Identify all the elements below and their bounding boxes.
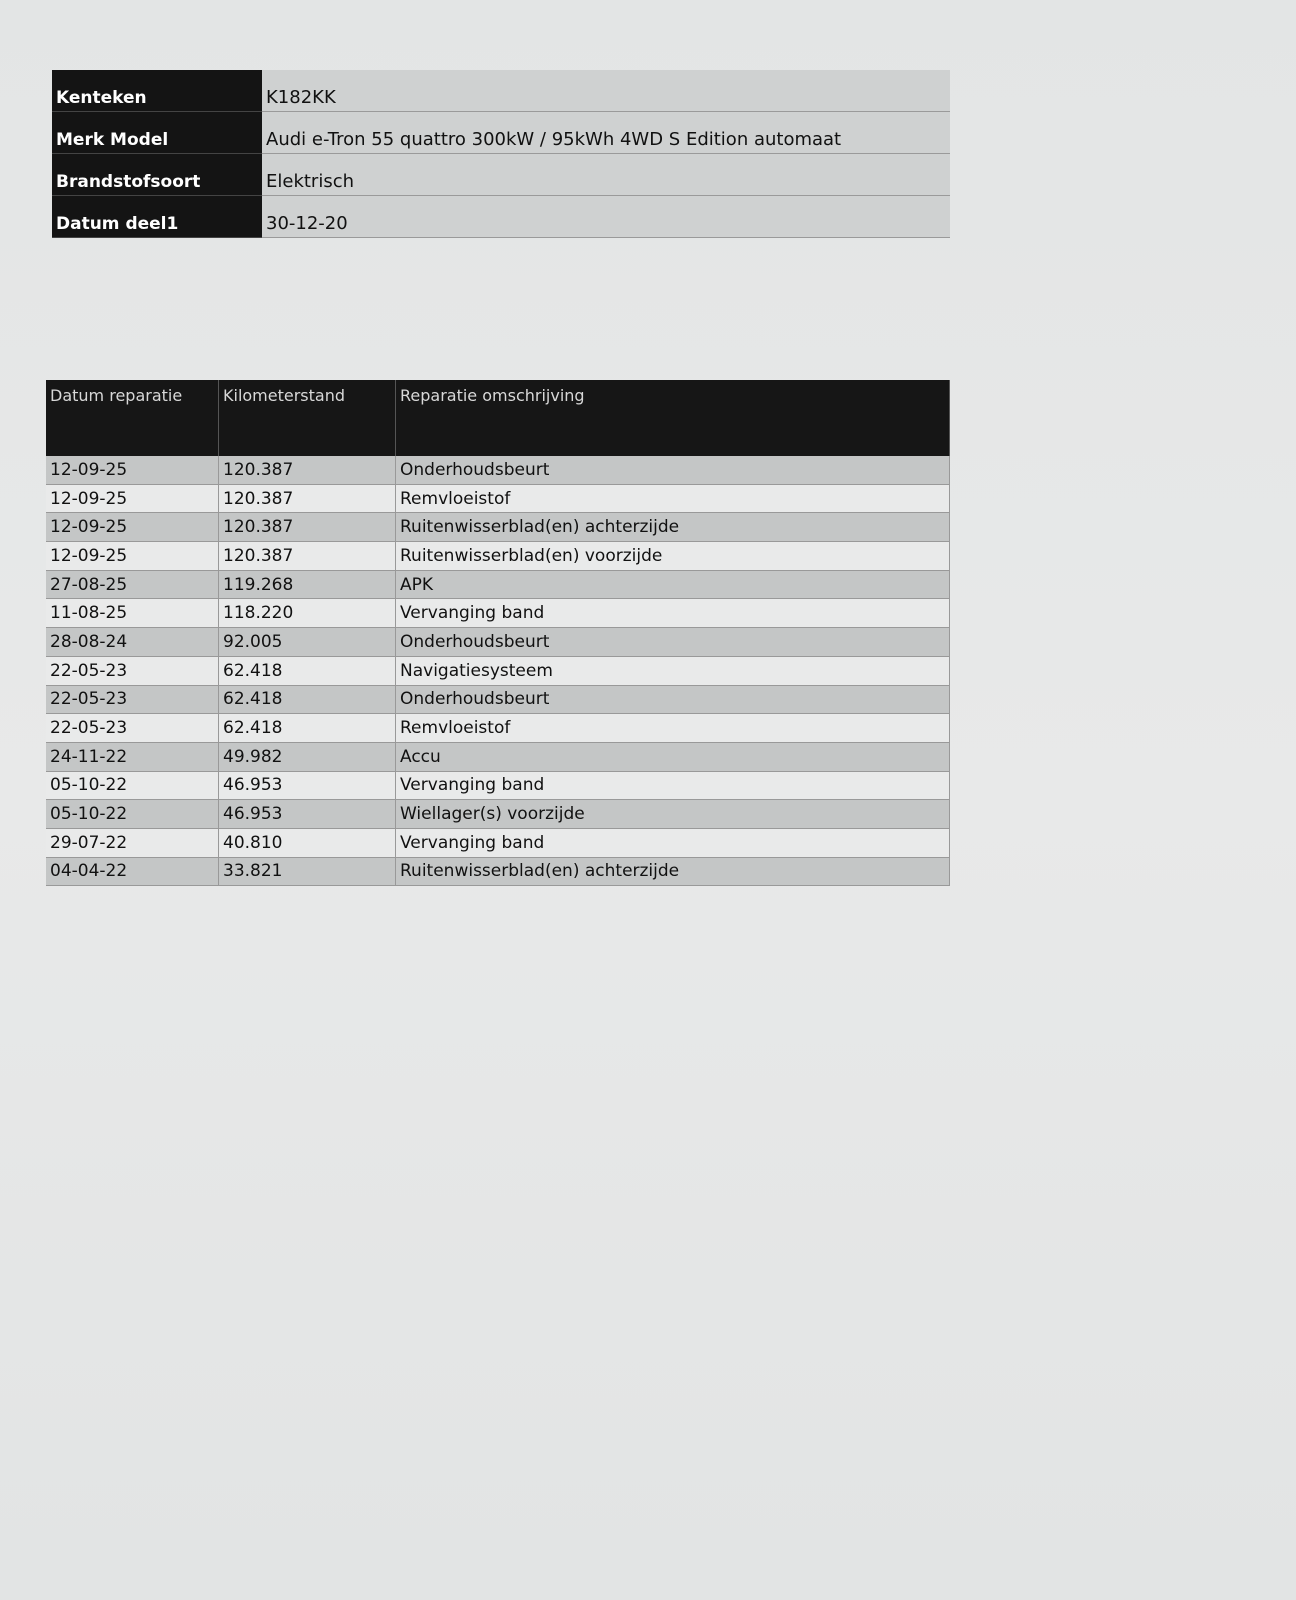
vehicle-info-table: Kenteken K182KK Merk Model Audi e-Tron 55 q… — [52, 70, 950, 238]
table-row: 28-08-24 92.005 Onderhoudsbeurt — [46, 627, 950, 657]
info-label: Kenteken — [52, 70, 262, 112]
repair-date: 12-09-25 — [46, 456, 219, 485]
table-row: 11-08-25 118.220 Vervanging band — [46, 598, 950, 629]
repair-mileage: 46.953 — [218, 799, 396, 829]
table-row: 29-07-22 40.810 Vervanging band — [46, 828, 950, 858]
table-row: 22-05-23 62.418 Onderhoudsbeurt — [46, 685, 950, 715]
repair-mileage: 62.418 — [218, 685, 396, 715]
info-value: Audi e-Tron 55 quattro 300kW / 95kWh 4WD… — [262, 111, 950, 154]
info-value: 30-12-20 — [262, 195, 950, 238]
repair-mileage: 119.268 — [218, 570, 396, 600]
table-row: 05-10-22 46.953 Vervanging band — [46, 771, 950, 801]
repair-mileage: 33.821 — [218, 857, 396, 887]
repair-history-table: Datum reparatie Kilometerstand Reparatie… — [46, 380, 950, 887]
table-row: 12-09-25 120.387 Ruitenwisserblad(en) acht… — [46, 512, 950, 543]
table-row: 05-10-22 46.953 Wiellager(s) voorzijde — [46, 799, 950, 829]
table-row: 12-09-25 120.387 Ruitenwisserblad(en) voor… — [46, 541, 950, 571]
repair-date: 22-05-23 — [46, 656, 219, 686]
repair-description: APK — [395, 570, 950, 600]
repair-date: 24-11-22 — [46, 742, 219, 772]
repair-description: Ruitenwisserblad(en) achterzijde — [395, 512, 950, 543]
header-description: Reparatie omschrijving — [395, 380, 950, 456]
repair-mileage: 120.387 — [218, 512, 396, 543]
repair-description: Accu — [395, 742, 950, 772]
repair-mileage: 62.418 — [218, 656, 396, 686]
repair-description: Onderhoudsbeurt — [395, 456, 950, 485]
table-row: 04-04-22 33.821 Ruitenwisserblad(en) achte… — [46, 857, 950, 887]
repair-date: 27-08-25 — [46, 570, 219, 600]
repair-description: Navigatiesysteem — [395, 656, 950, 686]
repair-mileage: 92.005 — [218, 627, 396, 657]
repair-description: Vervanging band — [395, 771, 950, 801]
info-label: Merk Model — [52, 111, 262, 154]
repair-date: 12-09-25 — [46, 512, 219, 543]
table-row: 24-11-22 49.982 Accu — [46, 742, 950, 772]
repair-description: Onderhoudsbeurt — [395, 627, 950, 657]
repair-date: 28-08-24 — [46, 627, 219, 657]
repair-mileage: 46.953 — [218, 771, 396, 801]
table-row: 22-05-23 62.418 Navigatiesysteem — [46, 656, 950, 686]
table-row: 12-09-25 120.387 Onderhoudsbeurt — [46, 456, 950, 485]
info-value: K182KK — [262, 70, 950, 112]
repair-mileage: 49.982 — [218, 742, 396, 772]
repair-description: Ruitenwisserblad(en) voorzijde — [395, 541, 950, 571]
info-row: Kenteken K182KK — [52, 70, 950, 112]
repair-date: 05-10-22 — [46, 799, 219, 829]
repair-mileage: 120.387 — [218, 456, 396, 485]
repair-date: 12-09-25 — [46, 484, 219, 514]
repair-date: 22-05-23 — [46, 685, 219, 715]
header-date: Datum reparatie — [46, 380, 219, 456]
repair-date: 11-08-25 — [46, 598, 219, 629]
repair-mileage: 120.387 — [218, 541, 396, 571]
table-row: 12-09-25 120.387 Remvloeistof — [46, 484, 950, 514]
info-row: Datum deel1 30-12-20 — [52, 195, 950, 238]
repair-date: 05-10-22 — [46, 771, 219, 801]
repair-description: Vervanging band — [395, 598, 950, 629]
info-row: Brandstofsoort Elektrisch — [52, 153, 950, 196]
repair-date: 22-05-23 — [46, 713, 219, 743]
repair-mileage: 120.387 — [218, 484, 396, 514]
repair-mileage: 40.810 — [218, 828, 396, 858]
repair-date: 12-09-25 — [46, 541, 219, 571]
table-header-row: Datum reparatie Kilometerstand Reparatie… — [46, 380, 950, 456]
repair-description: Onderhoudsbeurt — [395, 685, 950, 715]
info-value: Elektrisch — [262, 153, 950, 196]
repair-description: Remvloeistof — [395, 484, 950, 514]
header-mileage: Kilometerstand — [218, 380, 396, 456]
repair-date: 04-04-22 — [46, 857, 219, 887]
repair-description: Vervanging band — [395, 828, 950, 858]
table-row: 22-05-23 62.418 Remvloeistof — [46, 713, 950, 743]
repair-description: Ruitenwisserblad(en) achterzijde — [395, 857, 950, 887]
repair-date: 29-07-22 — [46, 828, 219, 858]
info-row: Merk Model Audi e-Tron 55 quattro 300kW /… — [52, 111, 950, 154]
repair-description: Wiellager(s) voorzijde — [395, 799, 950, 829]
info-label: Datum deel1 — [52, 195, 262, 238]
repair-mileage: 118.220 — [218, 598, 396, 629]
repair-mileage: 62.418 — [218, 713, 396, 743]
table-row: 27-08-25 119.268 APK — [46, 570, 950, 600]
info-label: Brandstofsoort — [52, 153, 262, 196]
repair-description: Remvloeistof — [395, 713, 950, 743]
